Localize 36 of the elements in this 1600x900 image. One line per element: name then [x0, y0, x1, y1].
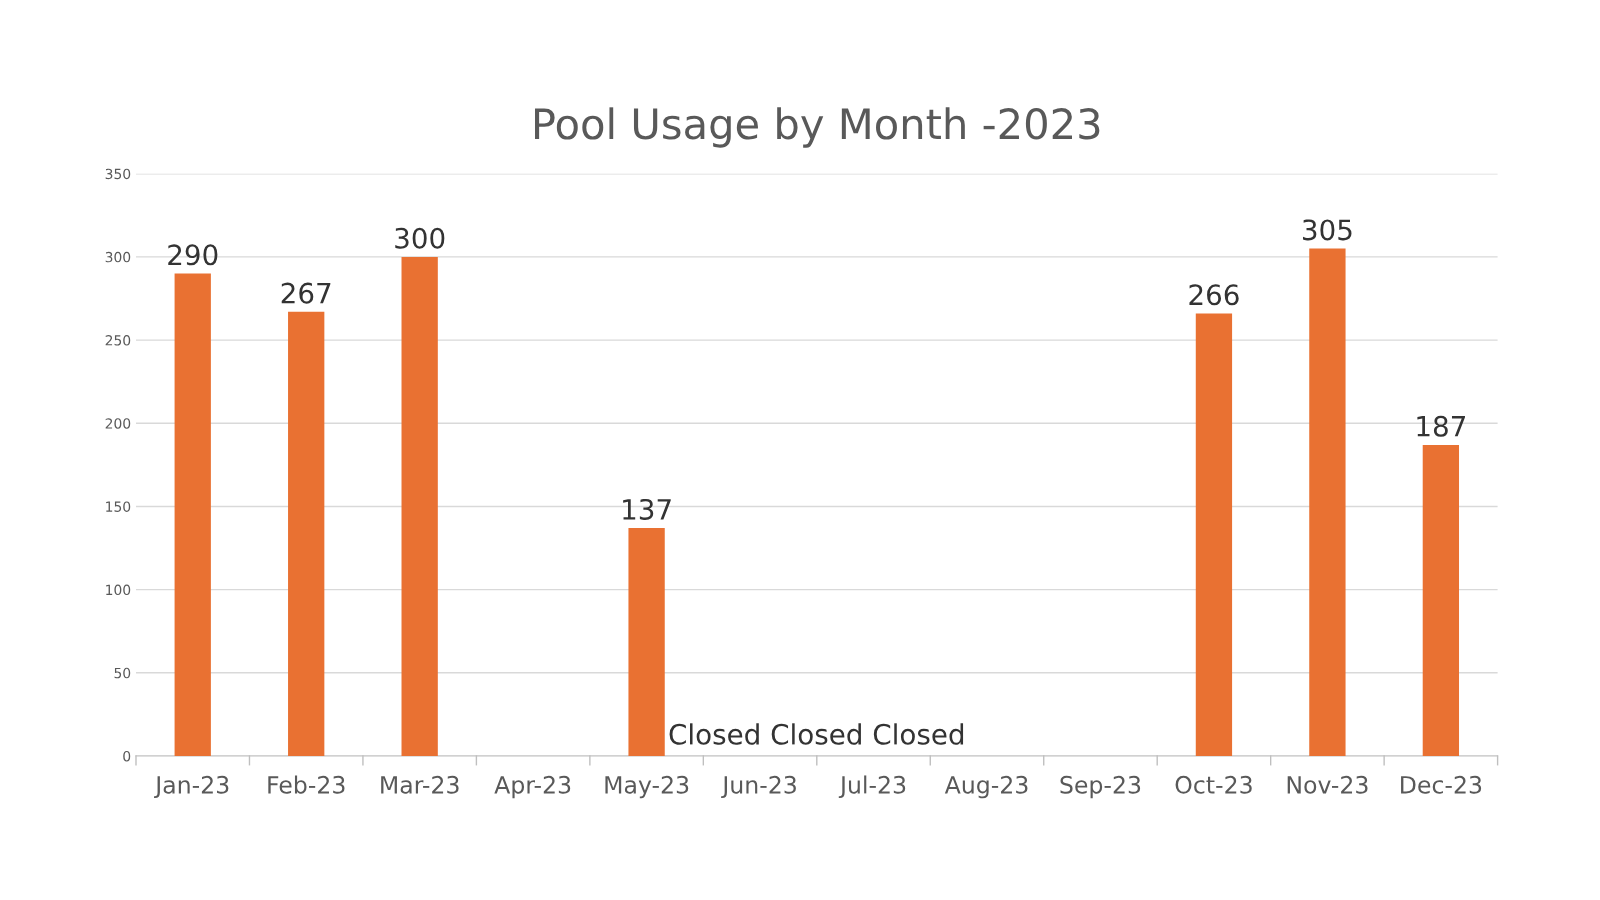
data-label: 266	[1189, 284, 1239, 306]
x-tick-label: Jun-23	[721, 775, 796, 799]
data-label: 290	[168, 244, 218, 266]
bar	[174, 273, 211, 756]
x-tick-label: Apr-23	[494, 775, 571, 799]
x-tick-label: Feb-23	[268, 775, 345, 794]
x-tick-label: Dec-23	[1401, 775, 1482, 794]
y-tick-label: 50	[114, 667, 131, 679]
x-tick-label: Oct-23	[1175, 775, 1252, 794]
y-tick-label: 100	[106, 584, 131, 596]
annotation: Closed Closed Closed	[669, 723, 964, 745]
x-tick-label: Aug-23	[944, 775, 1028, 799]
x-tick-label: Nov-23	[1287, 775, 1368, 794]
x-tick-label: Jul-23	[838, 775, 906, 799]
data-label: 137	[623, 498, 671, 520]
x-tick-label: Sep-23	[1060, 775, 1141, 799]
bar	[401, 256, 438, 756]
bar	[288, 311, 325, 756]
y-tick-label: 200	[105, 418, 131, 429]
chart-title: Pool Usage by Month -2023	[535, 107, 1100, 148]
data-label: 267	[281, 282, 331, 304]
y-tick-label: 150	[106, 501, 131, 512]
y-tick-label: 350	[105, 168, 131, 180]
y-tick-label: 250	[105, 335, 131, 346]
data-label: 305	[1303, 219, 1352, 241]
bar	[628, 528, 665, 756]
bar	[1422, 444, 1460, 756]
x-tick-label: May-23	[605, 775, 689, 799]
y-tick-label: 0	[123, 750, 131, 762]
bar	[1195, 313, 1233, 756]
data-label: 300	[395, 227, 445, 249]
data-label: 187	[1417, 415, 1465, 437]
y-tick-label: 300	[105, 251, 131, 263]
bar	[1309, 248, 1346, 756]
x-tick-label: Mar-23	[381, 775, 459, 794]
x-tick-label: Jan-23	[154, 775, 229, 799]
